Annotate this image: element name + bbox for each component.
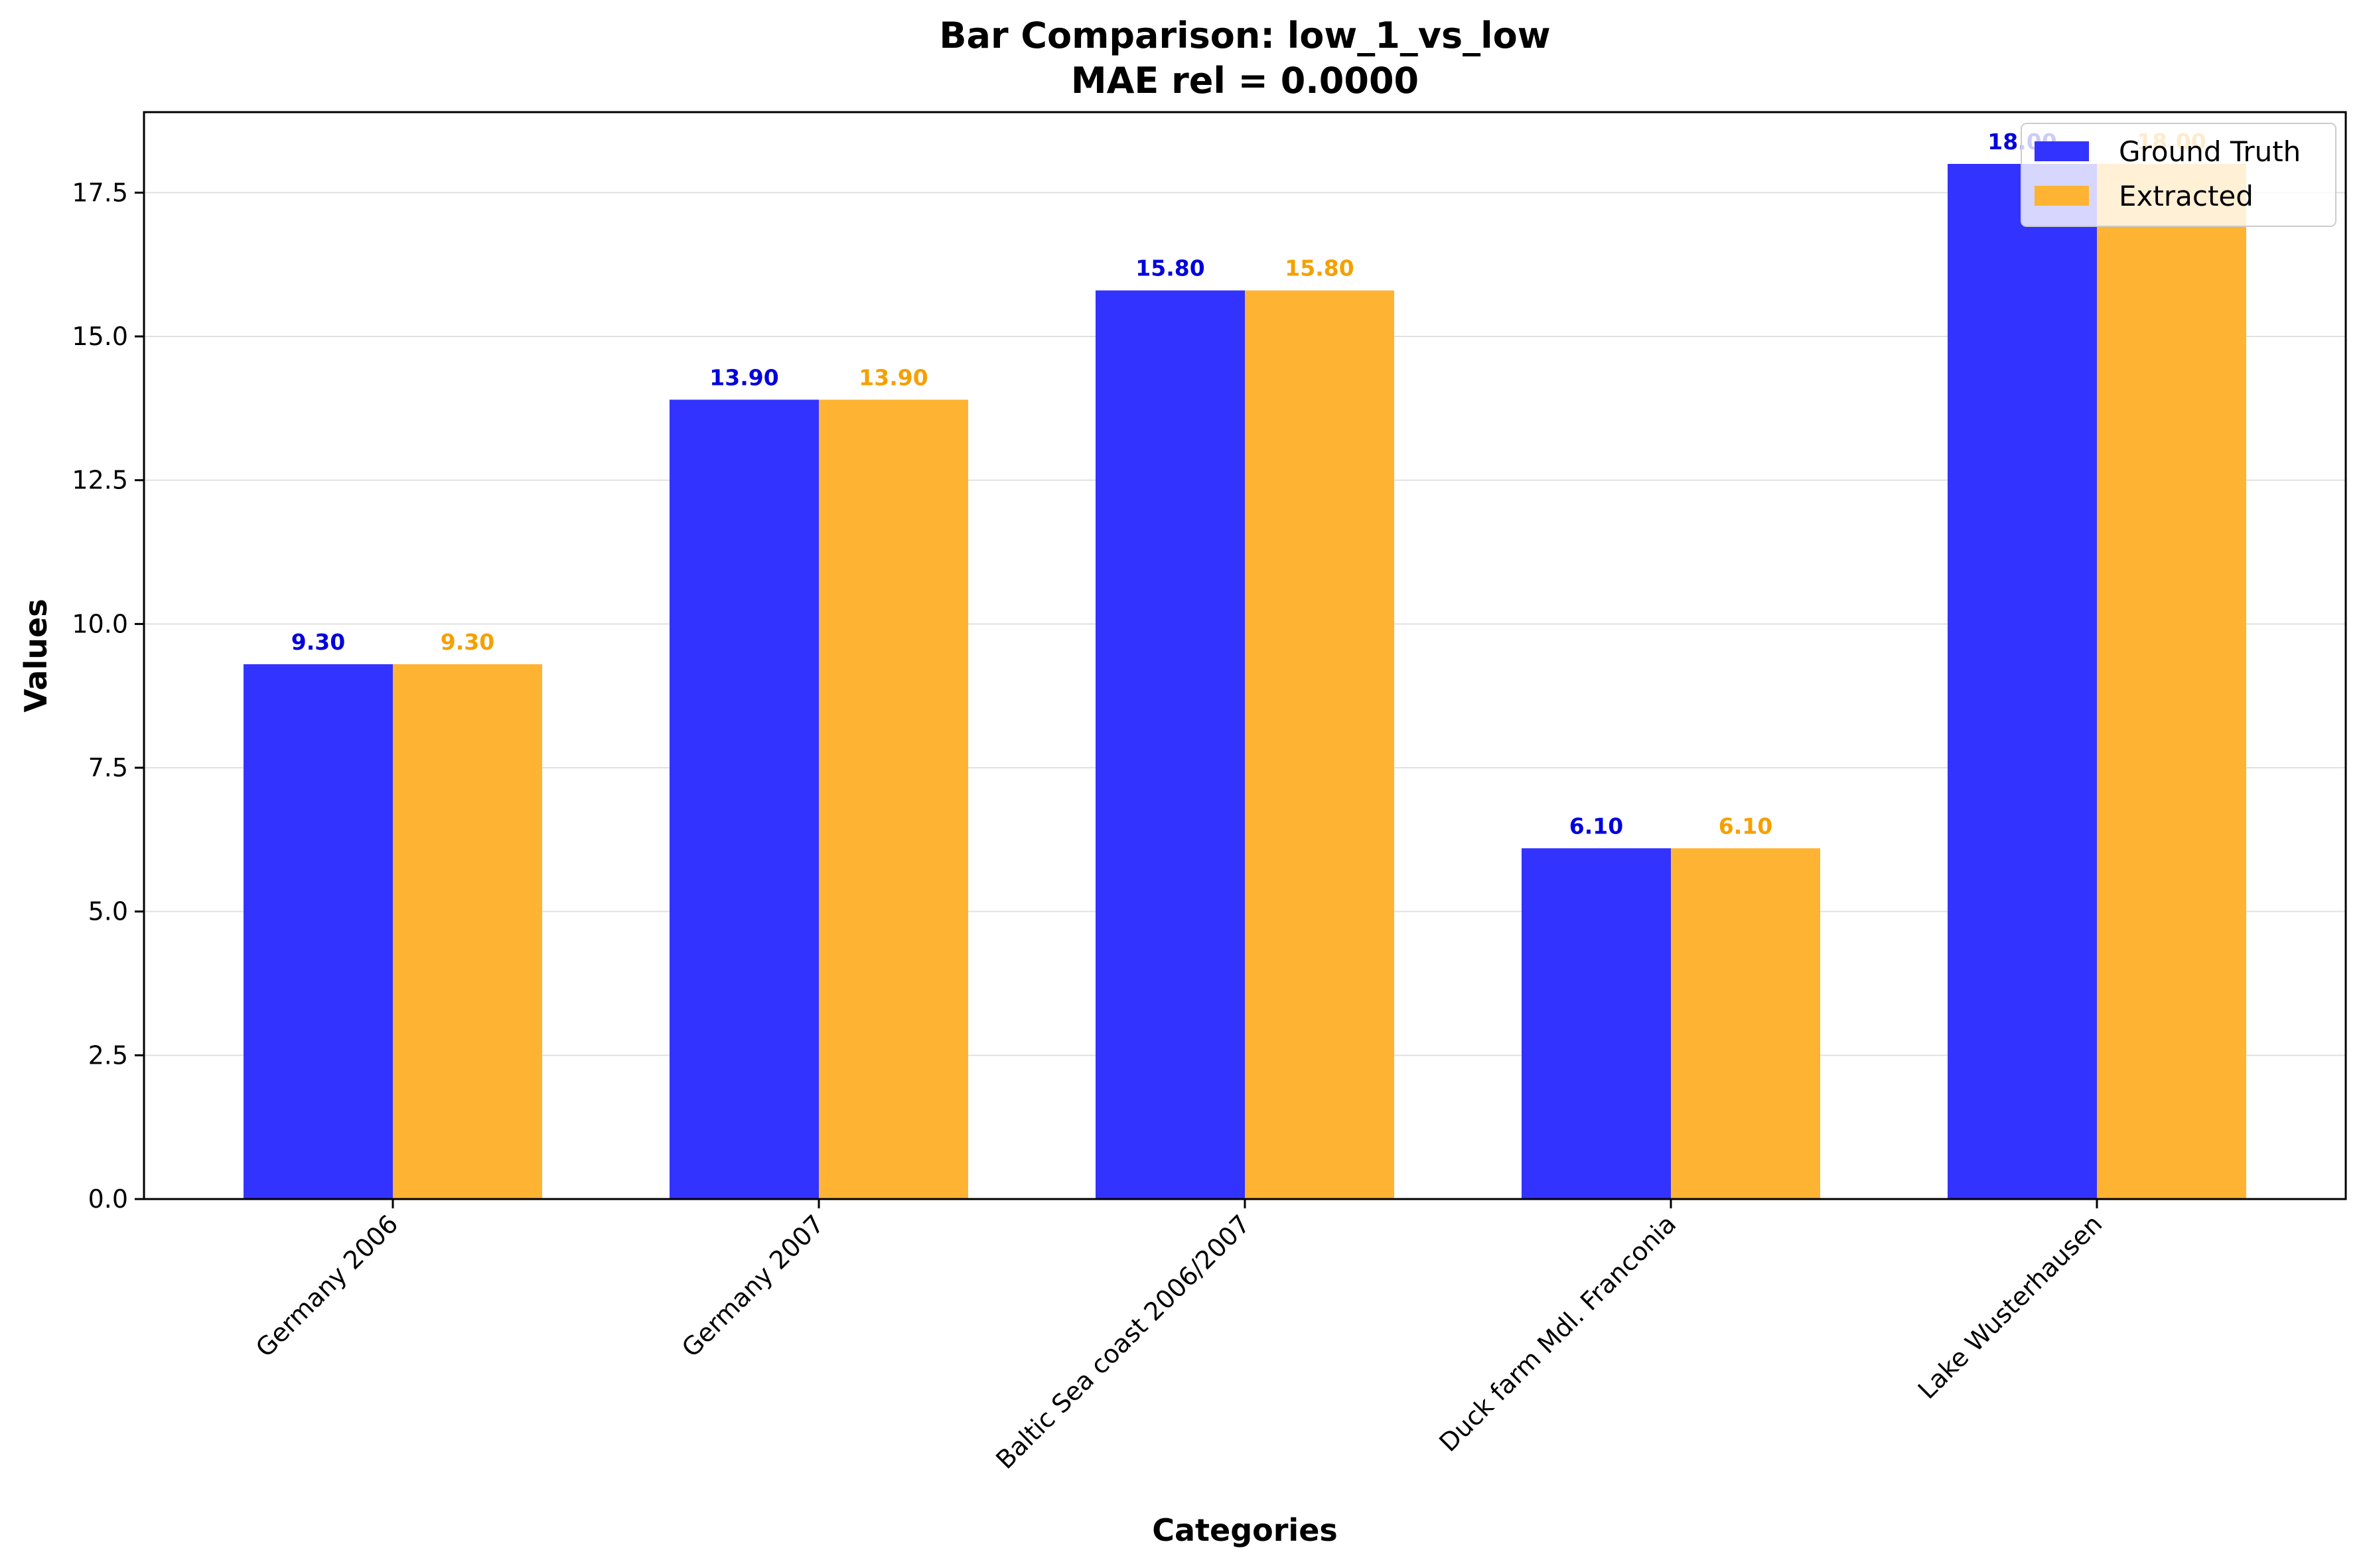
legend-swatch-ground-truth <box>2035 141 2089 161</box>
bar-extracted-germany-2007 <box>819 399 968 1200</box>
data-label-extracted: 15.80 <box>1285 255 1354 281</box>
y-tick-label: 10.0 <box>72 609 128 638</box>
y-tick-label: 2.5 <box>88 1040 128 1070</box>
legend-swatch-extracted <box>2035 186 2089 206</box>
y-tick-label: 17.5 <box>72 178 128 207</box>
y-tick-label: 0.0 <box>88 1184 128 1214</box>
legend: Ground Truth Extracted <box>2021 123 2336 227</box>
data-label-ground-truth: 9.30 <box>291 629 345 655</box>
data-labels: 9.3013.9015.806.1018.009.3013.9015.806.1… <box>291 129 2206 839</box>
x-tick-label: Baltic Sea coast 2006/2007 <box>990 1209 1255 1474</box>
bar-extracted-lake-wusterhausen <box>2097 164 2246 1199</box>
bar-ground-truth-duck-farm-mdl-franconia <box>1522 848 1671 1199</box>
bars <box>244 164 2246 1200</box>
y-tick-label: 7.5 <box>88 753 128 782</box>
bar-ground-truth-lake-wusterhausen <box>1948 164 2097 1199</box>
chart-title: Bar Comparison: low_1_vs_low <box>939 15 1550 56</box>
data-label-ground-truth: 13.90 <box>709 364 778 390</box>
x-tick-label: Lake Wusterhausen <box>1912 1209 2108 1405</box>
y-tick-label: 15.0 <box>72 322 128 351</box>
x-axis-ticks: Germany 2006 Germany 2007 Baltic Sea coast… <box>250 1199 2108 1474</box>
bar-ground-truth-germany-2007 <box>670 399 819 1200</box>
legend-label-extracted: Extracted <box>2119 180 2254 212</box>
x-tick-label: Germany 2007 <box>676 1209 830 1363</box>
x-tick-label: Germany 2006 <box>250 1209 404 1363</box>
y-axis-title: Values <box>18 599 54 712</box>
data-label-ground-truth: 6.10 <box>1569 813 1623 839</box>
bar-extracted-germany-2006 <box>393 664 542 1199</box>
bar-ground-truth-baltic-sea-coast-2006-2007 <box>1096 290 1245 1200</box>
y-tick-label: 5.0 <box>88 897 128 926</box>
y-axis-ticks: 0.0 2.5 5.0 7.5 10.0 12.5 15.0 17.5 <box>72 178 144 1214</box>
bar-extracted-duck-farm-mdl-franconia <box>1671 848 1820 1199</box>
data-label-extracted: 13.90 <box>859 364 928 390</box>
y-tick-label: 12.5 <box>72 466 128 495</box>
x-axis-title: Categories <box>1152 1512 1338 1548</box>
legend-box <box>2021 123 2336 227</box>
chart-subtitle: MAE rel = 0.0000 <box>1071 60 1419 102</box>
data-label-extracted: 6.10 <box>1719 813 1772 839</box>
bar-extracted-baltic-sea-coast-2006-2007 <box>1245 290 1394 1200</box>
data-label-ground-truth: 15.80 <box>1135 255 1204 281</box>
bar-ground-truth-germany-2006 <box>244 664 393 1199</box>
x-tick-label: Duck farm Mdl. Franconia <box>1433 1209 1682 1457</box>
legend-label-ground-truth: Ground Truth <box>2119 135 2301 168</box>
data-label-extracted: 9.30 <box>441 629 494 655</box>
